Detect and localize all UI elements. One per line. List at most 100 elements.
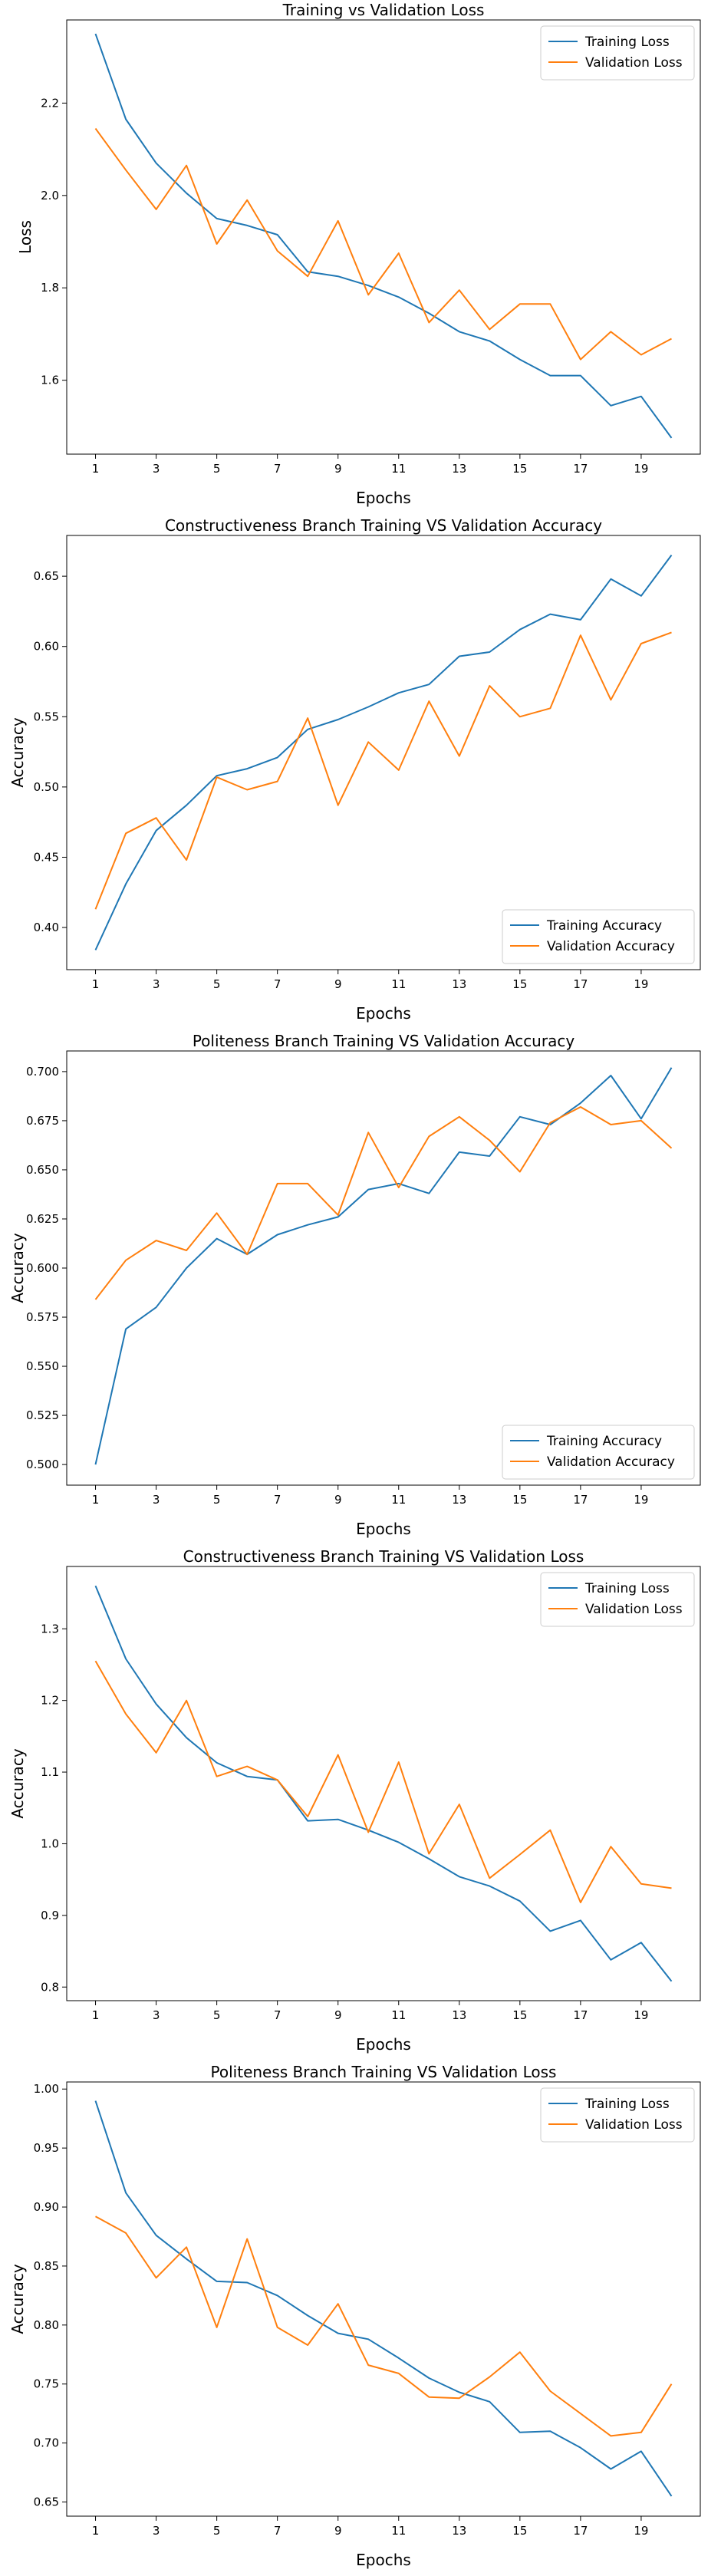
legend-box xyxy=(540,1572,695,1627)
x-tick-label: 13 xyxy=(452,977,466,991)
chart-svg: Constructiveness Branch Training VS Vali… xyxy=(8,516,701,1023)
x-tick-label: 15 xyxy=(512,462,527,476)
y-tick-label: 1.6 xyxy=(41,374,59,387)
y-tick-label: 0.600 xyxy=(26,1261,59,1275)
x-tick-label: 7 xyxy=(274,1493,281,1507)
plot-frame xyxy=(66,535,701,970)
chart-title: Constructiveness Branch Training VS Vali… xyxy=(165,516,602,535)
x-tick-label: 11 xyxy=(391,977,406,991)
chart-title: Training vs Validation Loss xyxy=(282,1,485,19)
y-tick-label: 1.1 xyxy=(41,1765,59,1779)
chart-title: Politeness Branch Training VS Validation… xyxy=(211,2063,557,2081)
y-tick-label: 2.2 xyxy=(41,96,59,110)
y-axis-label: Accuracy xyxy=(8,717,27,787)
y-tick-label: 2.0 xyxy=(41,189,59,203)
x-tick-label: 19 xyxy=(634,2524,648,2538)
x-axis-label: Epochs xyxy=(356,2035,411,2054)
chart-panel-politeness-loss: Politeness Branch Training VS Validation… xyxy=(0,2062,721,2576)
x-tick-label: 9 xyxy=(334,2524,342,2538)
y-tick-label: 0.550 xyxy=(26,1359,59,1373)
x-tick-label: 5 xyxy=(213,462,221,476)
series-line-training xyxy=(94,1585,673,1982)
legend-label: Validation Loss xyxy=(585,2117,683,2133)
x-tick-label: 15 xyxy=(512,2008,527,2022)
y-tick-label: 0.575 xyxy=(26,1310,59,1324)
y-tick-label: 0.50 xyxy=(34,780,59,794)
x-tick-label: 7 xyxy=(274,977,281,991)
series-line-validation xyxy=(94,127,672,361)
x-tick-label: 17 xyxy=(573,1493,588,1507)
x-tick-label: 19 xyxy=(634,462,648,476)
y-tick-label: 0.65 xyxy=(34,2495,59,2509)
x-tick-label: 19 xyxy=(634,2008,648,2022)
y-tick-label: 0.8 xyxy=(41,1980,59,1994)
x-tick-label: 11 xyxy=(391,462,406,476)
x-tick-label: 5 xyxy=(213,2008,221,2022)
chart-panel-constructiveness-accuracy: Constructiveness Branch Training VS Vali… xyxy=(0,516,721,1031)
y-axis-label: Loss xyxy=(16,220,35,254)
y-tick-label: 0.95 xyxy=(34,2141,59,2155)
series-line-training xyxy=(94,555,673,950)
plot-frame xyxy=(66,1050,701,1486)
legend: Training Loss Validation Loss xyxy=(540,2087,695,2143)
legend: Training Loss Validation Loss xyxy=(540,1572,695,1627)
x-tick-label: 17 xyxy=(573,2008,588,2022)
x-tick-label: 3 xyxy=(153,462,160,476)
legend-label: Validation Loss xyxy=(585,55,683,71)
x-tick-label: 7 xyxy=(274,462,281,476)
y-tick-label: 0.525 xyxy=(26,1408,59,1422)
legend-label: Validation Accuracy xyxy=(547,939,675,954)
x-axis-label: Epochs xyxy=(356,489,411,507)
chart-panel-constructiveness-loss: Constructiveness Branch Training VS Vali… xyxy=(0,1547,721,2062)
series-line-training xyxy=(94,2100,673,2497)
x-tick-label: 17 xyxy=(573,462,588,476)
chart-title: Constructiveness Branch Training VS Vali… xyxy=(183,1547,584,1566)
x-tick-label: 17 xyxy=(573,977,588,991)
chart-panel-politeness-accuracy: Politeness Branch Training VS Validation… xyxy=(0,1031,721,1547)
y-tick-label: 1.2 xyxy=(41,1694,59,1708)
x-tick-label: 5 xyxy=(213,977,221,991)
y-tick-label: 1.0 xyxy=(41,1836,59,1850)
x-tick-label: 9 xyxy=(334,1493,342,1507)
legend-box xyxy=(540,25,695,81)
x-tick-label: 1 xyxy=(92,1493,100,1507)
x-tick-label: 15 xyxy=(512,2524,527,2538)
y-tick-label: 1.00 xyxy=(34,2082,59,2096)
x-tick-label: 1 xyxy=(92,977,100,991)
x-tick-label: 11 xyxy=(391,2008,406,2022)
legend-label: Training Accuracy xyxy=(546,1434,662,1449)
plot-frame xyxy=(66,2081,701,2517)
series-line-validation xyxy=(94,1660,672,1903)
y-tick-label: 0.675 xyxy=(26,1114,59,1128)
x-tick-label: 17 xyxy=(573,2524,588,2538)
x-tick-label: 15 xyxy=(512,1493,527,1507)
legend-label: Training Loss xyxy=(584,35,670,50)
series-line-validation xyxy=(94,1106,673,1300)
series-line-training xyxy=(94,1067,673,1465)
x-tick-label: 15 xyxy=(512,977,527,991)
x-tick-label: 1 xyxy=(92,2524,100,2538)
y-tick-label: 0.45 xyxy=(34,850,59,864)
x-tick-label: 13 xyxy=(452,2008,466,2022)
series-line-validation xyxy=(95,2215,673,2437)
x-tick-label: 3 xyxy=(153,2008,160,2022)
x-tick-label: 1 xyxy=(92,2008,100,2022)
y-tick-label: 0.75 xyxy=(34,2377,59,2391)
legend-label: Training Loss xyxy=(584,1581,670,1596)
x-tick-label: 7 xyxy=(274,2008,281,2022)
x-tick-label: 5 xyxy=(213,1493,221,1507)
x-tick-label: 5 xyxy=(213,2524,221,2538)
x-tick-label: 1 xyxy=(92,462,100,476)
series-line-training xyxy=(94,33,673,439)
plot-frame xyxy=(66,1566,701,2001)
y-axis-label: Accuracy xyxy=(8,2264,27,2334)
legend-label: Validation Accuracy xyxy=(547,1454,675,1470)
plot-frame xyxy=(66,19,701,455)
legend-box xyxy=(540,2087,695,2143)
x-axis-label: Epochs xyxy=(356,2551,411,2569)
x-tick-label: 9 xyxy=(334,462,342,476)
legend-label: Training Accuracy xyxy=(546,918,662,934)
x-tick-label: 19 xyxy=(634,977,648,991)
y-tick-label: 0.700 xyxy=(26,1065,59,1079)
